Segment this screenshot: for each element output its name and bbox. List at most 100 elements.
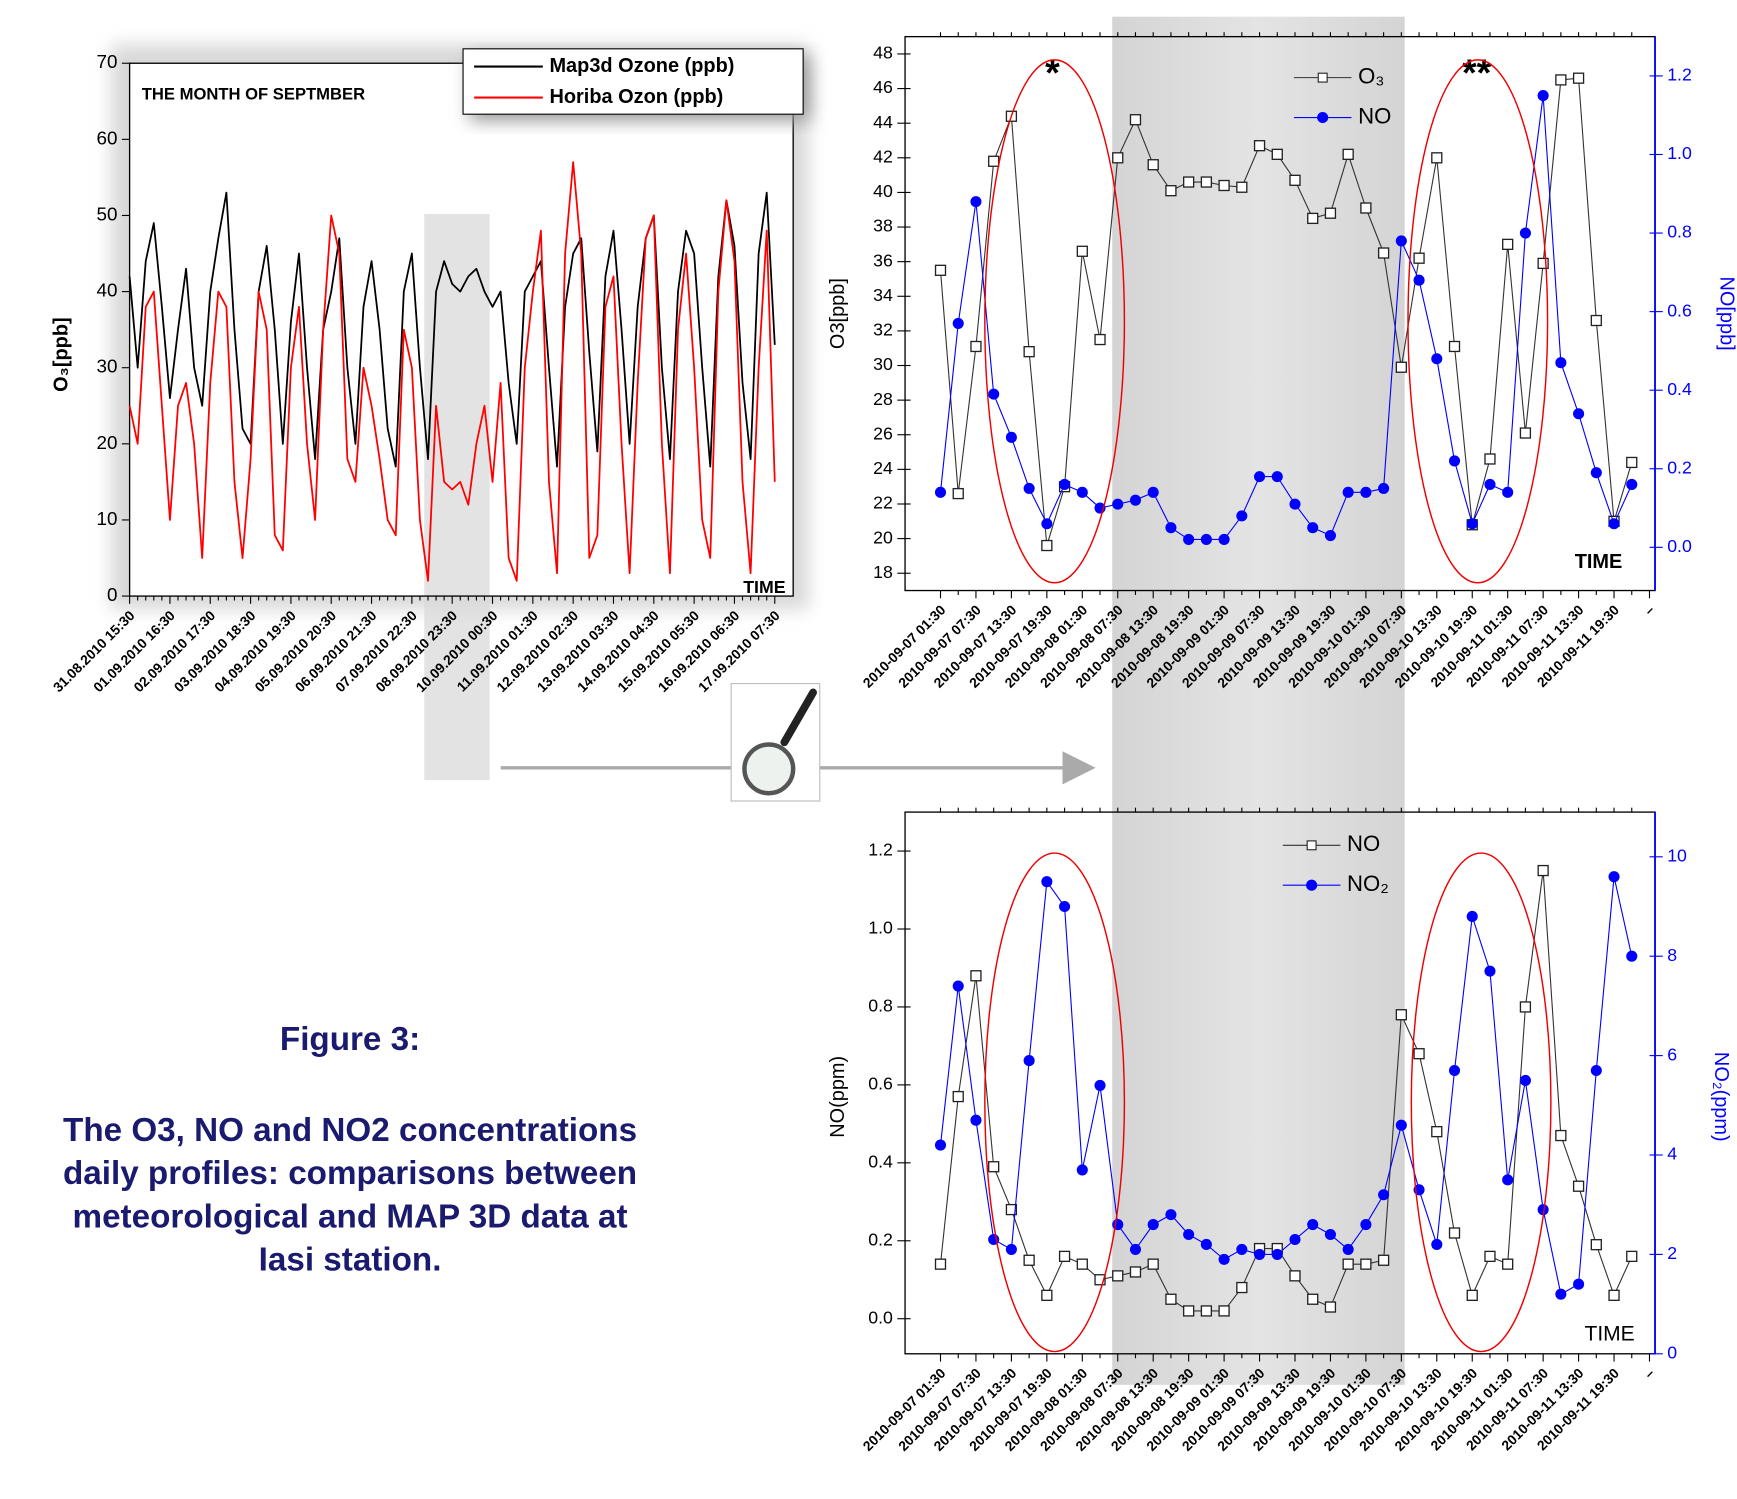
marker	[1183, 533, 1195, 546]
marker	[1041, 1289, 1053, 1301]
marker	[1502, 1258, 1514, 1270]
x-tick-label: –	[1641, 1365, 1658, 1382]
marker	[1590, 1239, 1602, 1251]
highlight-ellipse	[984, 852, 1126, 1353]
marker	[1378, 482, 1390, 494]
marker	[1466, 1289, 1478, 1301]
legend-label: Map3d Ozone (ppb)	[549, 55, 734, 77]
highlight-ellipse	[984, 59, 1126, 584]
caption-label: Figure 3:	[280, 1021, 420, 1058]
y-tick-label: 0.6	[868, 1074, 893, 1094]
marker	[1342, 148, 1354, 160]
marker	[1572, 1180, 1585, 1192]
annotation: **	[1462, 51, 1492, 93]
legend-marker	[1306, 840, 1317, 851]
annotation: THE MONTH OF SEPTMBER	[142, 85, 365, 104]
highlight-ellipse	[1407, 59, 1549, 584]
highlight-ellipse	[1410, 852, 1552, 1353]
magnifier-icon	[730, 683, 821, 802]
y2-tick-label: 0.6	[1667, 300, 1692, 320]
marker	[1378, 1189, 1390, 1201]
marker	[1271, 1248, 1283, 1260]
marker	[1253, 140, 1266, 152]
series-line	[939, 876, 1633, 1295]
y2-tick-label: 0.8	[1667, 222, 1692, 242]
marker	[934, 486, 947, 498]
series-line	[939, 77, 1633, 547]
marker	[934, 264, 947, 276]
zoom-band	[1112, 16, 1405, 1385]
legend-marker	[1306, 879, 1318, 891]
x-axis-label: TIME	[1575, 551, 1623, 573]
y2-tick-label: 6	[1667, 1044, 1677, 1064]
marker	[1448, 455, 1461, 467]
marker	[1502, 238, 1514, 251]
marker	[1200, 176, 1213, 188]
marker	[1129, 1266, 1142, 1278]
marker	[1431, 152, 1443, 164]
caption-line: meteorological and MAP 3D data at	[73, 1198, 628, 1235]
chart: 18 20 22 24 26 28 30 32 34 36 38 40 42 44 46 48 0.0 0.2 0.…	[827, 32, 1737, 691]
x-tick-label: –	[1641, 601, 1658, 618]
marker	[1324, 207, 1337, 219]
marker	[1537, 864, 1549, 877]
y2-axis-label: NO₂(ppm)	[1710, 1052, 1732, 1142]
marker	[1448, 340, 1461, 353]
y-tick-label: 20	[873, 527, 893, 547]
y2-tick-label: 1.2	[1667, 65, 1692, 85]
marker	[1271, 148, 1283, 160]
marker	[1112, 152, 1124, 164]
y-tick-label: 10	[96, 508, 117, 529]
marker	[1590, 467, 1602, 479]
marker	[1058, 1250, 1071, 1263]
legend-box	[462, 48, 804, 115]
marker	[970, 1114, 982, 1126]
marker	[1342, 1258, 1354, 1270]
y-tick-label: 50	[96, 203, 117, 224]
y-axis-label: O₃[ppb]	[50, 317, 72, 392]
y-tick-label: 20	[96, 432, 117, 453]
marker	[1005, 431, 1017, 443]
marker	[1147, 1258, 1159, 1270]
y2-axis-label: NO[ppb]	[1716, 276, 1737, 350]
y-tick-label: 0	[107, 584, 117, 605]
marker	[1573, 408, 1585, 420]
marker	[1395, 1009, 1407, 1021]
marker	[1590, 314, 1602, 327]
y-tick-label: 60	[96, 127, 117, 148]
marker	[1324, 529, 1336, 542]
marker	[1254, 1248, 1266, 1260]
y-tick-label: 0.8	[868, 996, 893, 1016]
y-tick-label: 24	[873, 458, 893, 478]
marker	[1484, 965, 1496, 977]
marker	[1165, 185, 1177, 197]
y2-tick-label: 8	[1667, 945, 1677, 965]
marker	[1129, 1243, 1142, 1255]
marker	[1555, 1129, 1567, 1142]
marker	[1431, 1238, 1443, 1250]
marker	[952, 980, 964, 992]
marker	[1413, 1048, 1425, 1060]
marker	[1218, 533, 1230, 546]
marker	[970, 196, 982, 208]
marker	[1307, 522, 1319, 534]
marker	[1484, 453, 1496, 465]
marker	[1608, 518, 1620, 530]
marker	[1519, 1001, 1532, 1013]
marker	[1041, 518, 1053, 530]
y-tick-label: 1.0	[868, 918, 893, 938]
y-tick-label: 34	[873, 285, 893, 305]
marker	[1218, 1253, 1230, 1265]
marker	[1342, 486, 1354, 498]
y2-tick-label: 0	[1667, 1342, 1677, 1362]
series-line	[939, 95, 1633, 541]
marker	[1112, 1219, 1124, 1231]
marker	[1626, 456, 1638, 469]
marker	[1431, 353, 1443, 365]
marker	[1005, 1243, 1017, 1255]
marker	[1484, 1250, 1496, 1263]
marker	[1182, 176, 1195, 188]
y-tick-label: 30	[96, 356, 117, 377]
marker	[1413, 274, 1425, 286]
